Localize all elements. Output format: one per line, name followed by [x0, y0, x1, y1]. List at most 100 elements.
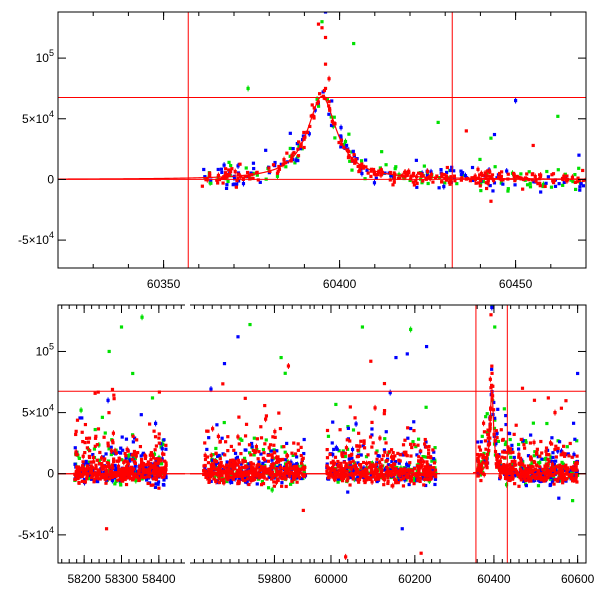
bottom-panel-red-point: [381, 454, 385, 458]
bottom-panel-red-point: [212, 458, 217, 462]
bottom-panel-red-point: [326, 467, 330, 471]
bottom-panel-green-point: [524, 440, 528, 444]
bottom-panel-red-point: [502, 450, 506, 454]
bottom-panel-red-point: [359, 475, 363, 479]
top-panel-red-point: [302, 145, 306, 150]
bottom-panel-green-point: [266, 486, 271, 490]
top-panel-green-point: [426, 181, 430, 186]
bottom-panel-red-point: [285, 465, 289, 469]
bottom-panel-blue-point: [164, 476, 168, 480]
bottom-panel-blue-point: [156, 482, 160, 486]
bottom-panel-red-point: [156, 473, 161, 477]
bottom-panel-red-point: [141, 475, 145, 479]
bottom-panel-red-point: [266, 453, 270, 457]
bottom-panel-red-point: [206, 429, 210, 433]
bottom-panel-red-point: [340, 453, 344, 457]
bottom-panel-red-point: [499, 470, 503, 474]
bottom-panel-blue-point: [207, 436, 211, 440]
bottom-panel-red-point: [74, 432, 78, 437]
bottom-panel-red-point: [150, 465, 154, 469]
bottom-panel-red-point: [396, 481, 400, 485]
top-panel-red-point: [316, 22, 321, 26]
bottom-panel-red-point: [528, 468, 532, 472]
bottom-panel-red-point: [205, 455, 210, 459]
bottom-panel-red-point: [85, 436, 89, 440]
top-panel-blue-point: [492, 132, 497, 137]
bottom-panel-red-point: [428, 465, 433, 469]
bottom-panel-red-point: [151, 477, 156, 481]
bottom-panel-red-point: [263, 403, 267, 408]
bottom-panel-blue-point: [101, 455, 105, 459]
bottom-panel-red-point: [409, 478, 414, 482]
bottom-panel-red-point: [155, 466, 159, 470]
top-panel-green-point: [316, 104, 321, 108]
top-panel-blue-point: [425, 173, 429, 178]
bottom-panel-red-point: [393, 454, 397, 458]
bottom-panel-red-point: [351, 459, 355, 463]
top-panel-red-point: [379, 168, 383, 172]
top-panel-ytick-label-exponent: 4: [49, 109, 54, 119]
bottom-panel-red-point: [218, 474, 222, 478]
top-panel-red-point: [347, 155, 351, 159]
bottom-panel-red-point: [74, 470, 78, 474]
bottom-panel-red-point: [255, 437, 259, 441]
top-panel-green-point: [489, 136, 493, 140]
bottom-panel-red-point: [563, 466, 567, 471]
bottom-panel-red-point: [231, 458, 235, 462]
top-panel-red-point: [227, 168, 231, 172]
bottom-panel-red-point: [349, 467, 353, 471]
bottom-panel-blue-point: [139, 413, 143, 417]
bottom-panel-red-point: [93, 391, 97, 395]
bottom-panel-red-point: [325, 456, 330, 460]
top-panel-ytick-label-base: 10: [36, 51, 50, 65]
top-panel-red-point: [499, 174, 503, 178]
bottom-panel-red-point: [228, 463, 233, 467]
bottom-panel-red-point: [362, 441, 366, 445]
bottom-panel-red-point: [508, 447, 512, 451]
bottom-panel-red-point: [219, 473, 224, 477]
bottom-panel-blue-point: [415, 453, 419, 457]
top-panel-red-point: [372, 170, 376, 174]
bottom-panel-red-point: [87, 455, 92, 460]
bottom-panel-red-point: [546, 457, 550, 461]
bottom-panel-red-point: [284, 484, 288, 489]
bottom-panel-red-point: [558, 472, 562, 476]
top-panel-red-point: [440, 180, 444, 184]
bottom-panel-red-point: [565, 469, 569, 474]
bottom-panel-red-point: [89, 464, 93, 468]
bottom-panel-red-point: [81, 439, 85, 444]
bottom-panel-red-point: [219, 460, 223, 465]
bottom-panel-blue-point: [394, 459, 398, 464]
bottom-panel-red-point: [282, 466, 286, 470]
bottom-panel-xtick-label: 59800: [258, 572, 292, 586]
bottom-panel-red-point: [390, 472, 394, 477]
top-panel-red-point: [448, 182, 452, 186]
bottom-panel-red-point: [522, 446, 527, 450]
bottom-panel-blue-point: [243, 448, 247, 452]
top-panel-red-point: [552, 178, 556, 183]
bottom-panel-green-point: [478, 473, 482, 477]
bottom-panel-red-point: [248, 475, 252, 480]
top-panel-red-point: [376, 172, 380, 177]
bottom-panel-red-point: [217, 480, 221, 485]
bottom-panel-red-point: [135, 438, 139, 442]
top-panel-blue-point: [298, 147, 303, 151]
bottom-panel-blue-point: [475, 440, 480, 444]
bottom-panel-red-point: [503, 456, 507, 460]
bottom-panel-blue-point: [361, 444, 365, 448]
bottom-panel-red-point: [273, 435, 277, 439]
bottom-panel-red-point: [209, 474, 213, 478]
bottom-panel-red-point: [290, 451, 294, 455]
bottom-panel-blue-point: [389, 468, 393, 472]
bottom-panel-red-point: [358, 462, 363, 467]
bottom-panel-red-point: [259, 464, 263, 469]
bottom-panel-red-point: [223, 466, 227, 470]
top-panel-red-point: [283, 161, 288, 165]
bottom-panel-red-point: [214, 452, 218, 456]
top-panel-green-point: [571, 179, 575, 184]
bottom-panel-red-point: [212, 471, 216, 475]
top-panel-red-point: [474, 181, 478, 185]
bottom-panel-red-point: [162, 466, 167, 470]
bottom-panel-red-point: [373, 465, 377, 469]
bottom-panel-red-point: [80, 479, 84, 483]
